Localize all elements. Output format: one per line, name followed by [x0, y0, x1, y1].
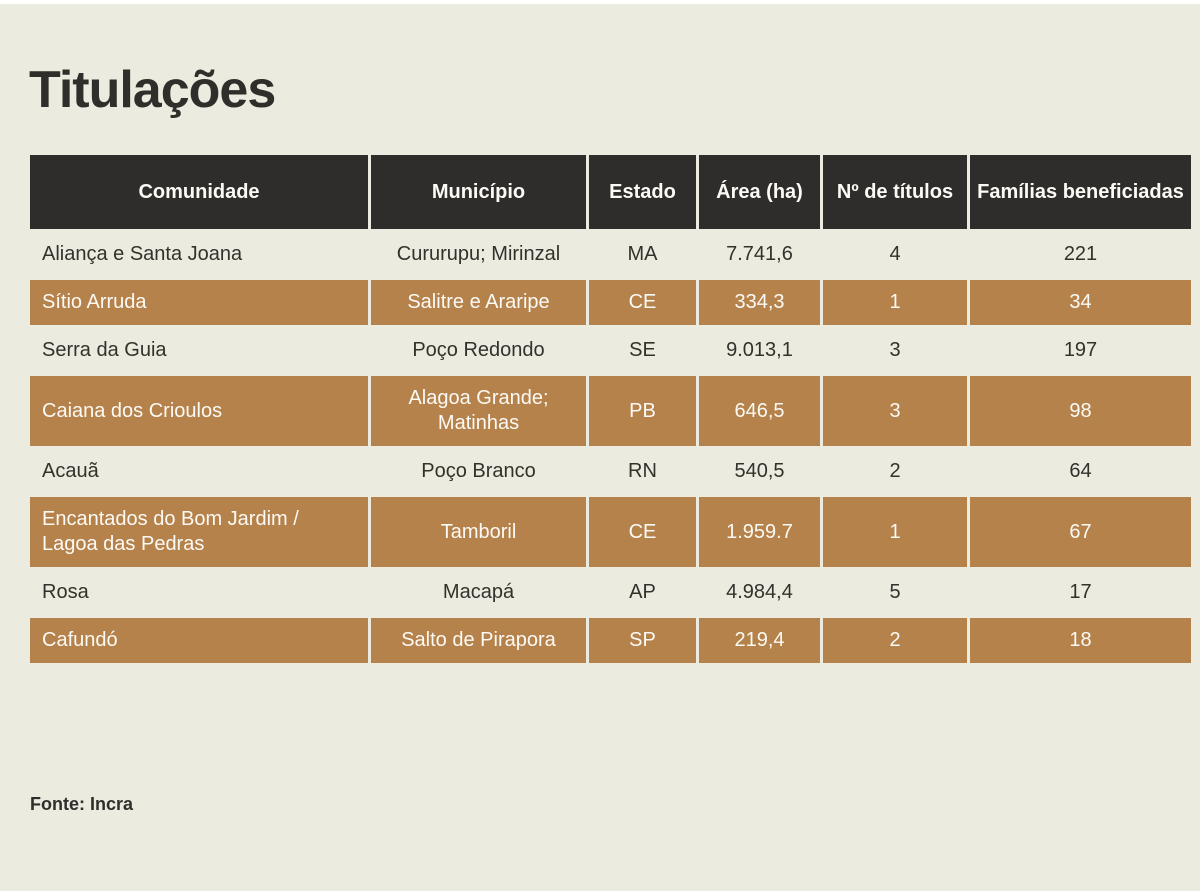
cell-municipio: Macapá — [442, 581, 515, 604]
cell-comunidade: Serra da Guia — [42, 339, 167, 362]
cell-titulos: 4 — [889, 243, 901, 266]
cell-estado: SP — [589, 618, 696, 664]
titulacoes-table: Comunidade Município Estado Área (ha) Nº de … — [27, 152, 1194, 666]
cell-comunidade: Acauã — [42, 460, 99, 483]
cell-municipio: Tamboril — [371, 497, 586, 568]
column-header-municipio: Município — [371, 155, 586, 230]
cell-area: 9.013,1 — [726, 339, 793, 362]
cell-comunidade: Aliança e Santa Joana — [42, 243, 243, 266]
cell-area: 219,4 — [699, 618, 820, 664]
cell-estado: PB — [589, 376, 696, 447]
cell-titulos: 2 — [823, 618, 967, 664]
table-row: Rosa Macapá AP 4.984,4 5 17 — [30, 570, 1191, 615]
header-row: Comunidade Município Estado Área (ha) Nº de … — [30, 155, 1191, 230]
cell-estado: MA — [627, 243, 658, 266]
column-header-estado: Estado — [589, 155, 696, 230]
table-row: Caiana dos Crioulos Alagoa Grande; Matinh… — [30, 376, 1191, 447]
cell-area: 540,5 — [734, 460, 785, 483]
cell-comunidade: Rosa — [42, 581, 89, 604]
cell-municipio: Cururupu; Mirinzal — [396, 243, 561, 266]
cell-familias: 98 — [970, 376, 1191, 447]
cell-area: 334,3 — [699, 280, 820, 326]
column-header-titulos: Nº de títulos — [823, 155, 967, 230]
table-row: Sítio Arruda Salitre e Araripe CE 334,3 1 34 — [30, 280, 1191, 326]
column-header-comunidade: Comunidade — [30, 155, 368, 230]
table-row: Serra da Guia Poço Redondo SE 9.013,1 3 197 — [30, 328, 1191, 373]
column-header-area: Área (ha) — [699, 155, 820, 230]
cell-comunidade: Encantados do Bom Jardim / Lagoa das Ped… — [30, 497, 368, 568]
cell-familias: 197 — [1063, 339, 1098, 362]
cell-familias: 17 — [1069, 581, 1092, 604]
cell-familias: 221 — [1063, 243, 1098, 266]
cell-estado: CE — [589, 497, 696, 568]
cell-area: 646,5 — [699, 376, 820, 447]
table-row: Acauã Poço Branco RN 540,5 2 64 — [30, 449, 1191, 494]
cell-municipio: Salitre e Araripe — [371, 280, 586, 326]
cell-municipio: Salto de Pirapora — [371, 618, 586, 664]
page-title: Titulações — [29, 61, 276, 119]
cell-municipio: Poço Branco — [421, 460, 536, 483]
table-header: Comunidade Município Estado Área (ha) Nº de … — [30, 155, 1191, 230]
cell-area: 7.741,6 — [726, 243, 793, 266]
cell-area: 4.984,4 — [726, 581, 793, 604]
cell-titulos: 2 — [889, 460, 901, 483]
cell-familias: 67 — [970, 497, 1191, 568]
infographic: Titulações Comunidade Município Estado Área… — [0, 4, 1200, 815]
table-row: Aliança e Santa Joana Cururupu; Mirinzal M… — [30, 232, 1191, 277]
cell-estado: AP — [629, 581, 656, 604]
cell-titulos: 5 — [889, 581, 901, 604]
cell-comunidade: Caiana dos Crioulos — [30, 376, 368, 447]
source-note: Fonte: Incra — [30, 794, 134, 815]
column-header-familias: Famílias beneficiadas — [970, 155, 1191, 230]
cell-familias: 64 — [1069, 460, 1092, 483]
cell-estado: CE — [589, 280, 696, 326]
cell-titulos: 1 — [823, 280, 967, 326]
cell-familias: 18 — [970, 618, 1191, 664]
cell-estado: RN — [628, 460, 657, 483]
cell-familias: 34 — [970, 280, 1191, 326]
cell-municipio: Alagoa Grande; Matinhas — [371, 376, 586, 447]
cell-comunidade: Sítio Arruda — [30, 280, 368, 326]
cell-estado: SE — [629, 339, 656, 362]
table-row: Encantados do Bom Jardim / Lagoa das Ped… — [30, 497, 1191, 568]
cell-titulos: 3 — [823, 376, 967, 447]
top-border-strip — [0, 0, 1200, 4]
cell-titulos: 1 — [823, 497, 967, 568]
cell-area: 1.959.7 — [699, 497, 820, 568]
table-row: Cafundó Salto de Pirapora SP 219,4 2 18 — [30, 618, 1191, 664]
cell-municipio: Poço Redondo — [412, 339, 545, 362]
cell-comunidade: Cafundó — [30, 618, 368, 664]
cell-titulos: 3 — [889, 339, 901, 362]
